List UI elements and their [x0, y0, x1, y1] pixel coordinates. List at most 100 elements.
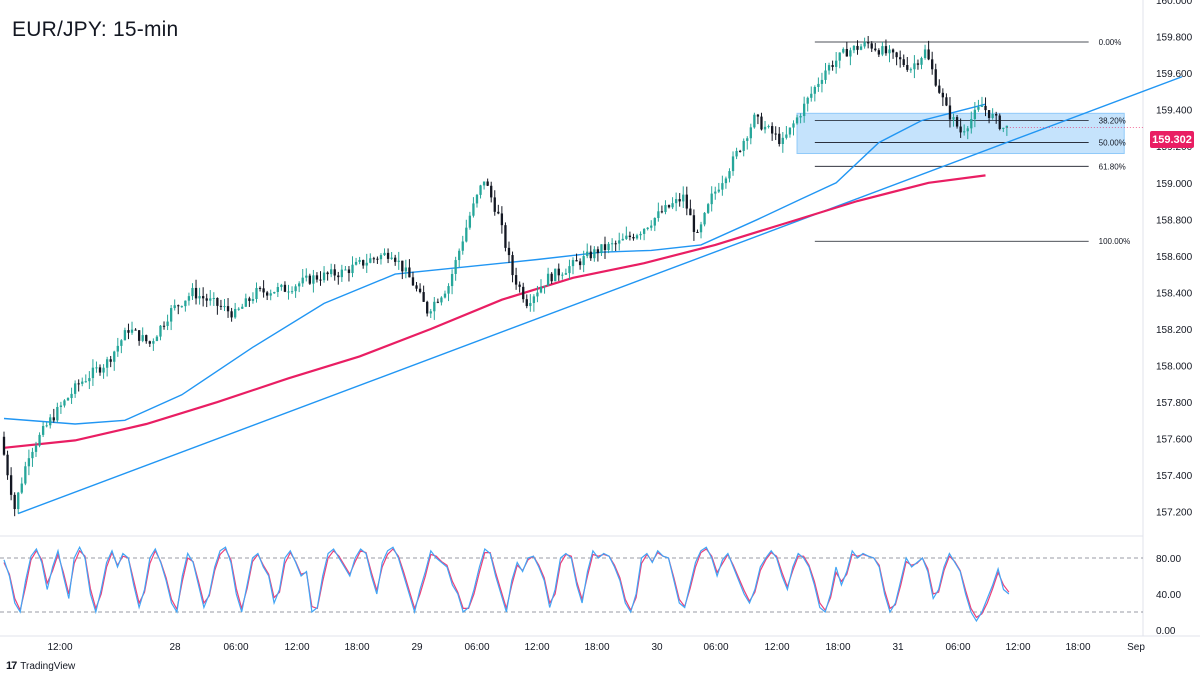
candle-up [888, 49, 891, 54]
candle-down [394, 257, 397, 262]
candle-up [625, 235, 628, 239]
candle-down [948, 105, 952, 120]
candle-down [916, 63, 920, 65]
candle-down [77, 383, 80, 385]
candle-up [273, 291, 276, 294]
price-tick-label: 158.000 [1156, 362, 1193, 373]
candle-up [443, 293, 447, 298]
trendline [17, 76, 1183, 515]
candle-down [945, 97, 948, 106]
candle-down [2, 436, 6, 455]
candle-up [369, 258, 372, 263]
candle-up [56, 406, 59, 421]
candle-up [717, 189, 720, 192]
candle-up [564, 273, 568, 275]
candle-down [162, 325, 166, 327]
candle-up [49, 417, 52, 426]
candle-down [895, 52, 898, 58]
candle-up [952, 117, 955, 120]
candle-up [298, 283, 301, 287]
candle-down [283, 284, 287, 292]
price-tick-label: 159.600 [1156, 69, 1193, 80]
candle-down [205, 298, 208, 301]
candle-up [706, 204, 710, 213]
candle-down [522, 286, 525, 300]
price-tick-label: 158.400 [1156, 288, 1193, 299]
candle-up [788, 127, 792, 135]
candle-up [66, 398, 70, 401]
candle-up [198, 296, 201, 299]
time-tick-label: 06:00 [703, 642, 728, 653]
axes: 160.000159.800159.600159.400159.200159.0… [47, 0, 1192, 653]
candle-down [337, 275, 340, 278]
candle-down [931, 59, 934, 70]
time-tick-label: 06:00 [464, 642, 489, 653]
candle-down [436, 301, 440, 303]
price-tick-label: 157.200 [1156, 508, 1193, 519]
candle-down [984, 105, 987, 111]
ascending-trendline [17, 76, 1183, 515]
candle-up [1002, 127, 1005, 129]
candle-up [34, 445, 38, 452]
candle-up [280, 284, 283, 288]
candle-up [20, 483, 23, 493]
candle-up [155, 336, 159, 342]
candle-down [899, 57, 902, 60]
candle-up [923, 49, 927, 59]
candle-up [305, 275, 308, 278]
candle-up [803, 103, 806, 117]
candle-up [241, 306, 244, 309]
price-tick-label: 158.200 [1156, 325, 1193, 336]
time-tick-label: 31 [892, 642, 904, 653]
candle-down [557, 268, 560, 276]
candle-down [603, 244, 607, 250]
candle-down [760, 116, 763, 130]
stoch-tick-label: 80.00 [1156, 554, 1181, 565]
candle-down [418, 288, 422, 293]
candle-down [497, 211, 500, 214]
candle-down [386, 252, 390, 259]
time-tick-label: 18:00 [1065, 642, 1090, 653]
candle-up [383, 252, 386, 256]
candle-up [468, 215, 472, 228]
fib-level-label: 0.00% [1099, 38, 1122, 47]
candle-up [991, 114, 994, 118]
candle-up [223, 306, 226, 308]
candle-up [475, 194, 479, 204]
candle-down [831, 65, 834, 67]
candle-down [877, 50, 880, 55]
candle-down [372, 258, 376, 260]
candle-down [145, 335, 148, 342]
candle-up [593, 249, 596, 259]
candle-down [856, 45, 859, 50]
candle-down [689, 208, 692, 216]
candle-up [169, 308, 173, 322]
candle-up [440, 297, 443, 303]
time-tick-label: 06:00 [945, 642, 970, 653]
candle-up [63, 400, 66, 406]
candle-down [518, 284, 521, 287]
candle-up [610, 243, 614, 245]
candle-up [447, 286, 450, 294]
candle-up [664, 205, 667, 212]
candle-up [84, 381, 87, 383]
candle-up [703, 212, 706, 225]
candle-up [753, 114, 756, 128]
candle-up [799, 116, 802, 118]
candle-up [795, 117, 799, 124]
price-tick-label: 159.800 [1156, 33, 1193, 44]
candle-down [134, 329, 137, 331]
candle-down [401, 260, 404, 272]
candle-down [770, 126, 774, 134]
fib-level-label: 61.80% [1099, 162, 1126, 171]
candle-down [778, 133, 781, 144]
candle-down [941, 92, 945, 98]
candle-up [166, 321, 169, 326]
candle-down [333, 269, 336, 276]
candle-down [596, 249, 600, 254]
time-tick-label: 18:00 [825, 642, 850, 653]
candle-down [177, 305, 180, 307]
candle-up [116, 345, 119, 352]
candle-up [539, 286, 543, 293]
